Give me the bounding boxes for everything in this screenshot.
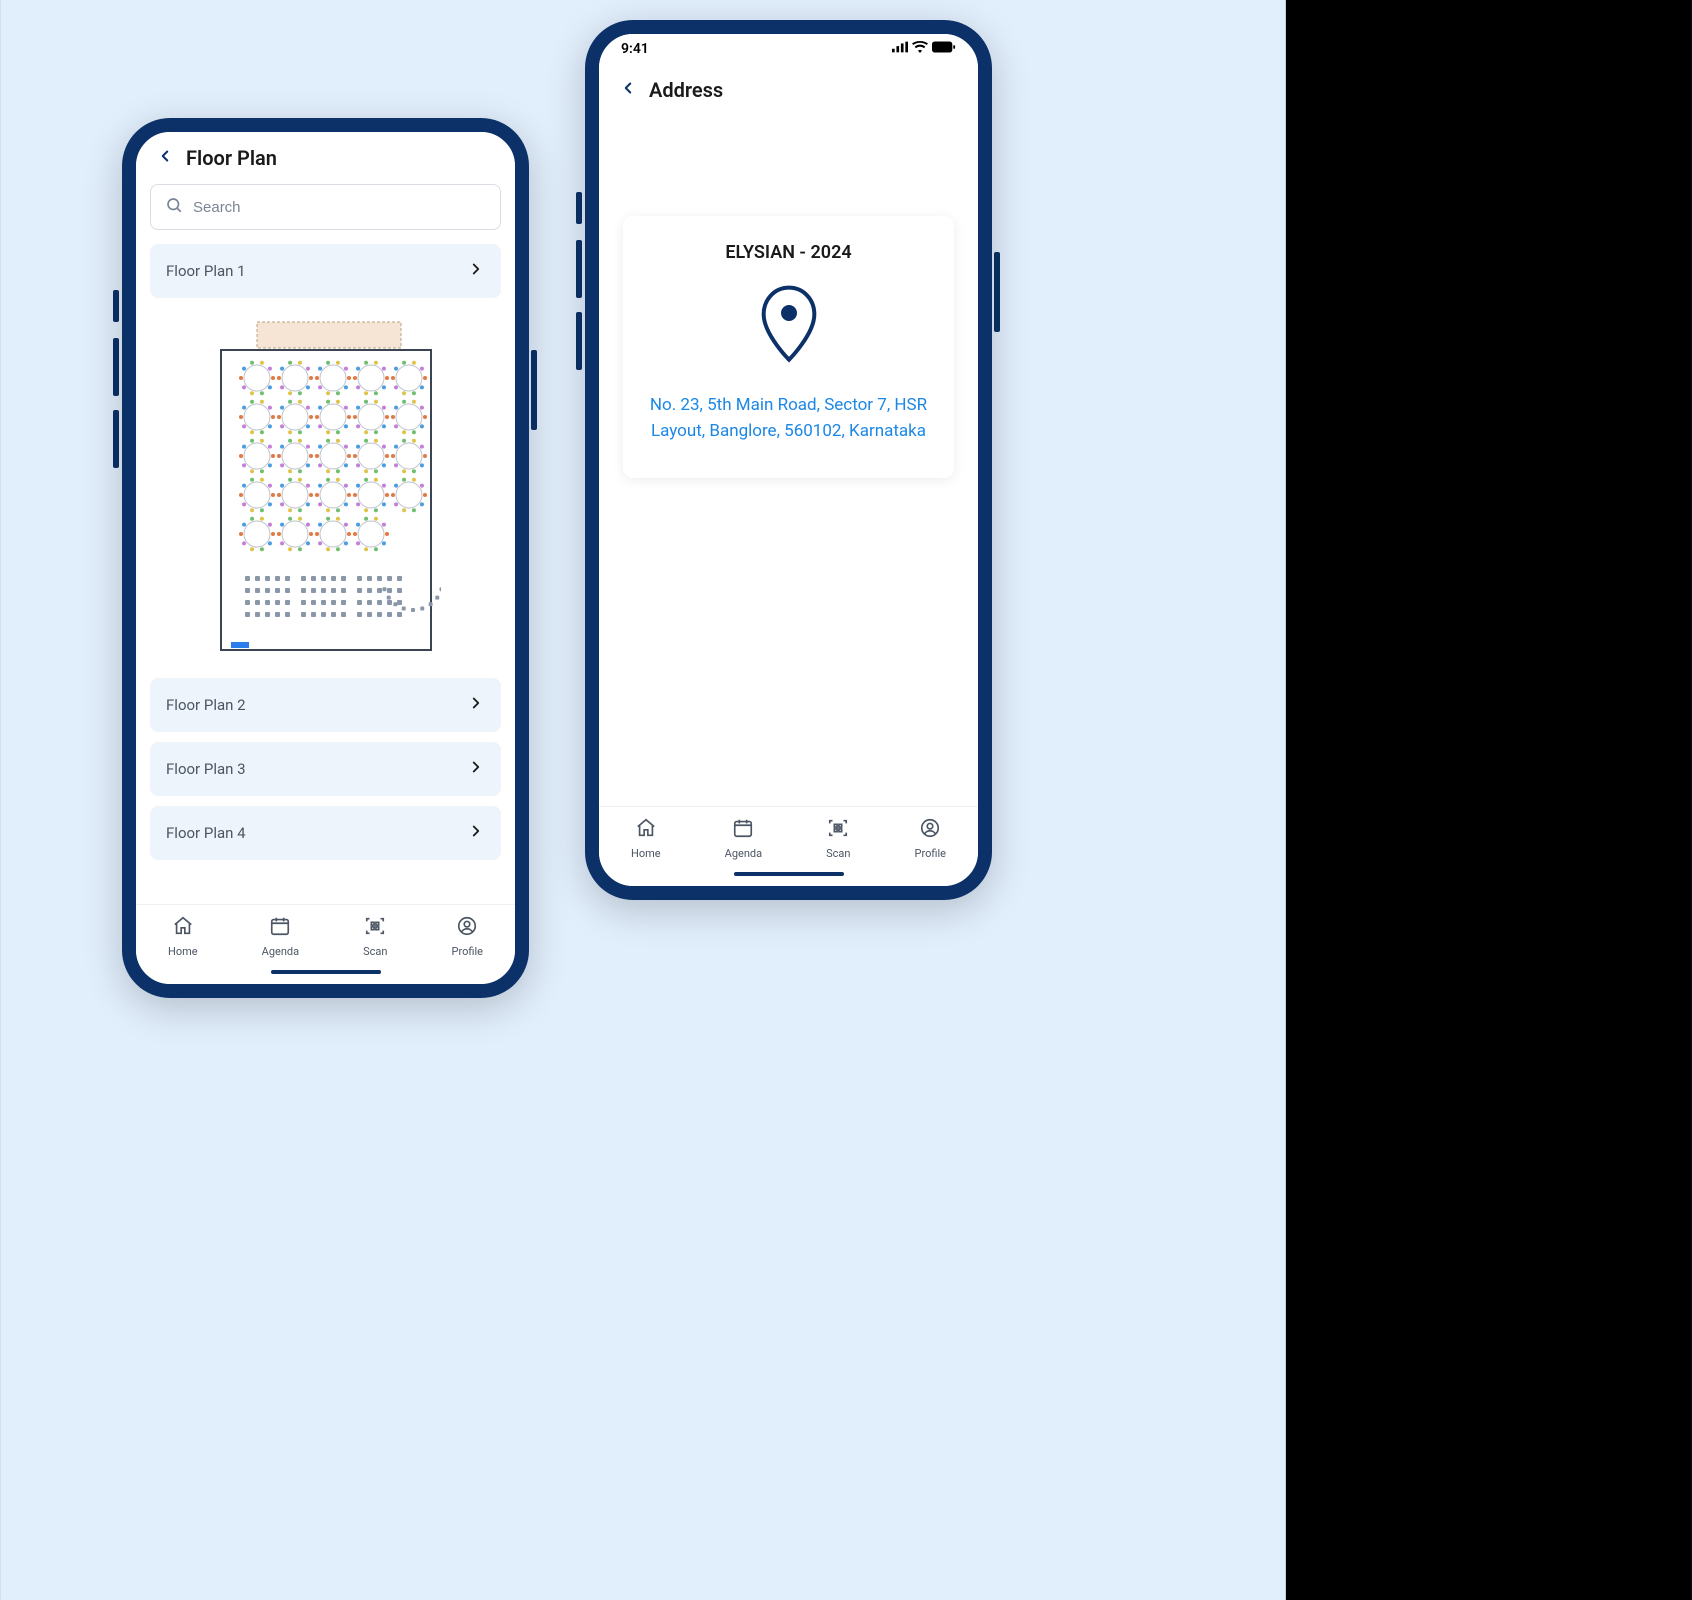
nav-agenda[interactable]: Agenda [262,915,299,958]
status-time: 9:41 [621,41,649,57]
signal-icon [892,41,908,57]
nav-label: Scan [826,847,850,860]
floorplan-item-label: Floor Plan 2 [166,696,246,714]
floorplan-item-label: Floor Plan 1 [166,262,246,280]
address-text[interactable]: No. 23, 5th Main Road, Sector 7, HSR Lay… [643,393,934,444]
back-icon[interactable] [156,147,174,169]
scan-icon [827,817,849,843]
home-indicator [271,970,381,974]
address-card: ELYSIAN - 2024 No. 23, 5th Main Road, Se… [623,216,954,478]
back-icon[interactable] [619,79,637,101]
nav-home[interactable]: Home [631,817,661,860]
nav-profile[interactable]: Profile [452,915,483,958]
nav-label: Home [168,945,198,958]
battery-icon [932,41,956,57]
nav-agenda[interactable]: Agenda [725,817,762,860]
bottom-nav-right: Home Agenda Scan Profile [599,806,978,868]
search-box[interactable] [150,184,501,230]
floorplan-item-label: Floor Plan 4 [166,824,246,842]
bottom-nav-left: Home Agenda Scan Profile [136,904,515,966]
nav-profile[interactable]: Profile [915,817,946,860]
event-title: ELYSIAN - 2024 [643,242,934,263]
phone-left: Floor Plan Floor Plan 1 Floor Plan 2 [122,118,529,998]
page-title: Address [649,78,723,102]
chevron-right-icon [467,694,485,716]
header-left: Floor Plan [136,132,515,184]
chevron-right-icon [467,758,485,780]
calendar-icon [732,817,754,843]
nav-label: Profile [915,847,946,860]
nav-home[interactable]: Home [168,915,198,958]
scan-icon [364,915,386,941]
page-title: Floor Plan [186,146,277,170]
search-icon [165,196,183,218]
floorplan-item-2[interactable]: Floor Plan 2 [150,678,501,732]
nav-label: Agenda [725,847,762,860]
profile-icon [456,915,478,941]
home-icon [172,915,194,941]
calendar-icon [269,915,291,941]
chevron-right-icon [467,822,485,844]
location-pin-icon [757,285,821,369]
nav-label: Agenda [262,945,299,958]
floorplan-item-label: Floor Plan 3 [166,760,246,778]
wifi-icon [912,41,928,57]
status-bar: 9:41 [599,34,978,64]
phone-right: 9:41 Address ELYSIAN - 2024 [585,20,992,900]
nav-label: Scan [363,945,387,958]
chevron-right-icon [467,260,485,282]
home-indicator [734,872,844,876]
nav-scan[interactable]: Scan [363,915,387,958]
nav-label: Home [631,847,661,860]
floorplan-preview [150,308,501,678]
profile-icon [919,817,941,843]
header-right: Address [599,64,978,116]
search-input[interactable] [193,199,486,216]
floorplan-item-3[interactable]: Floor Plan 3 [150,742,501,796]
floorplan-item-4[interactable]: Floor Plan 4 [150,806,501,860]
floorplan-item-1[interactable]: Floor Plan 1 [150,244,501,298]
home-icon [635,817,657,843]
nav-scan[interactable]: Scan [826,817,850,860]
nav-label: Profile [452,945,483,958]
